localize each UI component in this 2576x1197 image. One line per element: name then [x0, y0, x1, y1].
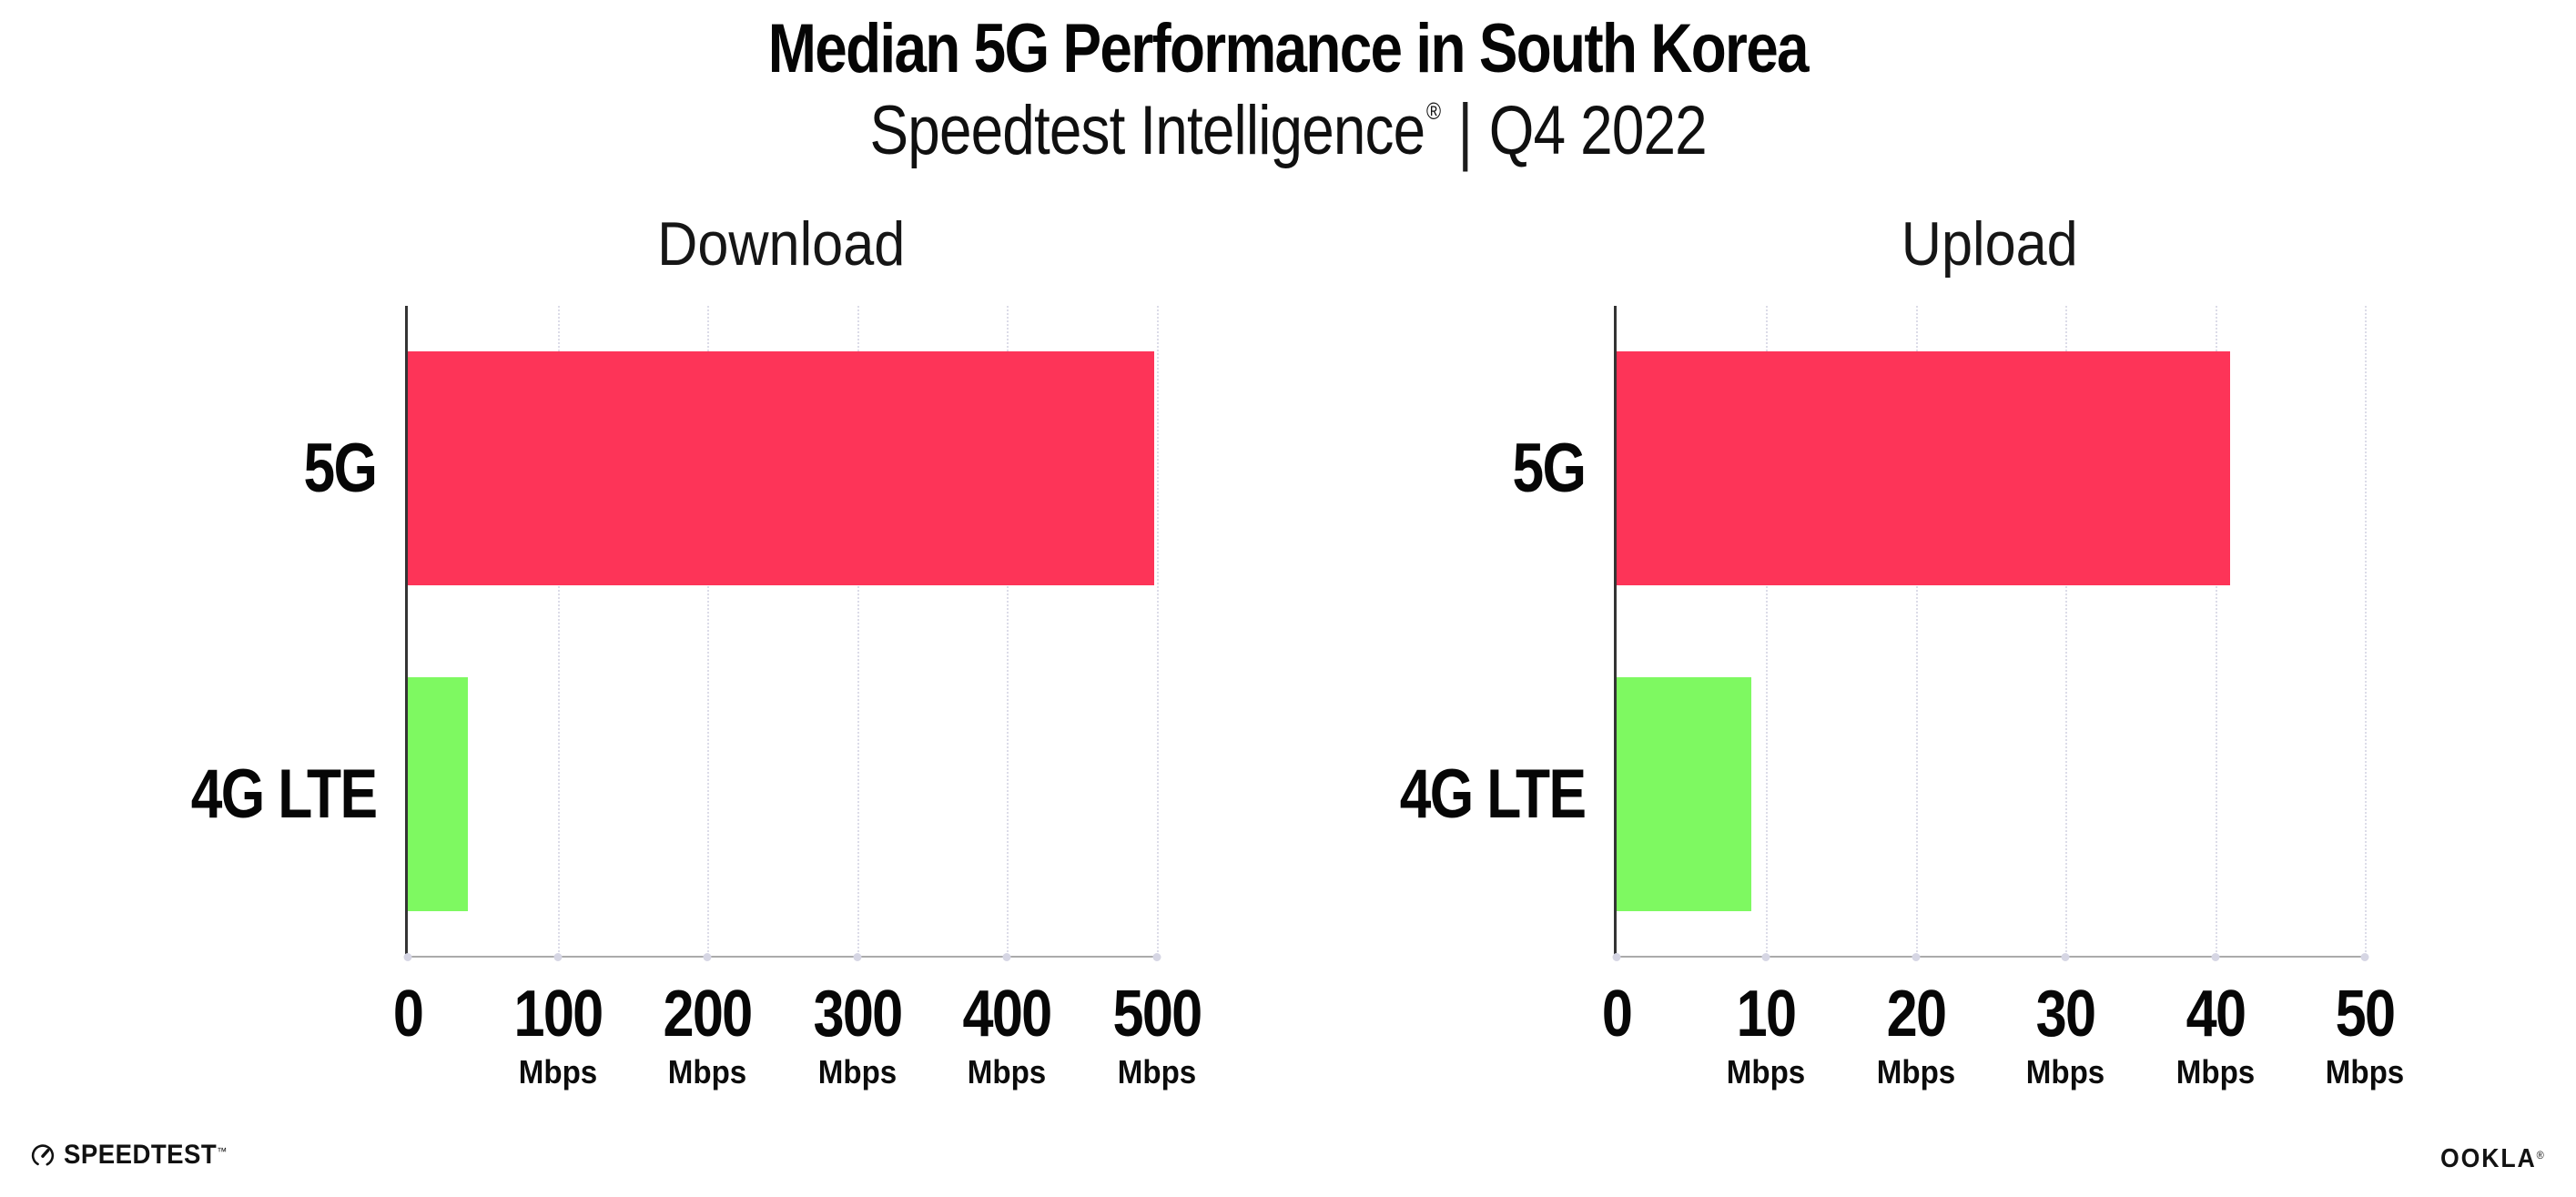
x-tick-500: 500 Mbps	[1105, 981, 1209, 1089]
x-tick-40: 40 Mbps	[2173, 981, 2258, 1089]
plot-area: 0 100 Mbps 200 Mbps 300 Mbps 400 Mbps 500 Mbps 5G 4G…	[190, 306, 1202, 1089]
axis-tick-dot-400	[1002, 953, 1011, 961]
x-tick-value: 500	[1112, 978, 1202, 1050]
gridline-30	[2065, 306, 2068, 956]
bar-5g	[1617, 351, 2231, 585]
subtitle-brand: Speedtest Intelligence	[869, 92, 1425, 169]
x-tick-200: 200 Mbps	[655, 981, 759, 1089]
x-tick-value: 200	[663, 978, 754, 1050]
gridline-300	[857, 306, 859, 956]
ookla-logo: OOKLA®	[2440, 1144, 2546, 1174]
speedtest-wordmark: SPEEDTEST™	[64, 1140, 228, 1170]
subtitle-divider: |	[1457, 88, 1473, 173]
page-subtitle: Speedtest Intelligence® | Q4 2022	[0, 88, 2576, 173]
x-tick-unit: Mbps	[817, 1053, 898, 1090]
axis-tick-dot-50	[2360, 953, 2369, 961]
plot-area: 0 10 Mbps 20 Mbps 30 Mbps 40 Mbps 50 Mbps 5G 4G LTE	[1399, 306, 2404, 1089]
gridline-100	[557, 306, 560, 956]
gridline-40	[2215, 306, 2217, 956]
speedtest-logo: SPEEDTEST™	[30, 1140, 241, 1171]
x-tick-100: 100 Mbps	[506, 981, 610, 1089]
x-tick-30: 30 Mbps	[2023, 981, 2108, 1089]
axis-tick-dot-500	[1152, 953, 1161, 961]
bar-5g	[408, 351, 1154, 585]
gridline-10	[1766, 306, 1769, 956]
x-tick-300: 300 Mbps	[806, 981, 909, 1089]
x-tick-value: 100	[513, 978, 603, 1050]
category-label-4g-lte: 4G LTE	[190, 755, 377, 833]
axis-tick-dot-200	[703, 953, 712, 961]
gridline-500	[1157, 306, 1159, 956]
x-tick-20: 20 Mbps	[1873, 981, 1959, 1089]
chart-download: Download 0 100 Mbps 200 Mbps 300 Mbps 400 Mbps 50…	[190, 213, 1202, 1089]
chart-title-text: Upload	[1901, 209, 2078, 279]
axis-tick-dot-20	[1912, 953, 1921, 961]
x-tick-value: 10	[1737, 978, 1797, 1050]
x-tick-unit: Mbps	[968, 1053, 1047, 1090]
x-tick-unit: Mbps	[2175, 1053, 2255, 1090]
axis-tick-dot-300	[853, 953, 862, 961]
category-label-4g-lte: 4G LTE	[1399, 755, 1586, 833]
gridline-20	[1915, 306, 1918, 956]
x-tick-unit: Mbps	[2325, 1053, 2405, 1090]
x-tick-unit: Mbps	[518, 1053, 597, 1090]
page-title: Median 5G Performance in South Korea	[0, 15, 2576, 84]
x-tick-value: 40	[2186, 978, 2246, 1050]
x-tick-value: 300	[813, 978, 903, 1050]
chart-title-text: Download	[656, 209, 906, 279]
x-tick-value: 400	[962, 978, 1053, 1050]
category-label-5g: 5G	[303, 429, 378, 507]
gridline-400	[1007, 306, 1009, 956]
x-tick-value: 0	[1601, 978, 1633, 1050]
x-tick-unit: Mbps	[1876, 1053, 1956, 1090]
subtitle-period: Q4 2022	[1488, 92, 1708, 169]
x-tick-0: 0	[1599, 981, 1634, 1047]
registered-icon: ®	[2537, 1149, 2546, 1161]
x-tick-400: 400 Mbps	[955, 981, 1059, 1089]
axis-tick-dot-0	[403, 953, 412, 961]
chart-upload: Upload 0 10 Mbps 20 Mbps 30 Mbps 40 Mbps 50 Mbps 5G…	[1399, 213, 2404, 1089]
axis-tick-dot-100	[553, 953, 563, 961]
category-label-5g: 5G	[1512, 429, 1587, 507]
speedtest-gauge-icon	[31, 1144, 55, 1167]
chart-title: Download	[405, 213, 1157, 275]
axis-tick-dot-40	[2211, 953, 2220, 961]
ookla-wordmark: OOKLA	[2440, 1144, 2538, 1173]
x-tick-unit: Mbps	[2025, 1053, 2105, 1090]
x-tick-value: 50	[2335, 978, 2396, 1050]
x-tick-50: 50 Mbps	[2322, 981, 2408, 1089]
x-tick-unit: Mbps	[1117, 1053, 1197, 1090]
registered-trademark-icon: ®	[1425, 97, 1441, 125]
axis-tick-dot-0	[1612, 953, 1621, 961]
x-tick-unit: Mbps	[1727, 1053, 1806, 1090]
axis-tick-dot-10	[1761, 953, 1770, 961]
x-tick-unit: Mbps	[667, 1053, 747, 1090]
x-tick-0: 0	[390, 981, 425, 1047]
gridline-50	[2365, 306, 2367, 956]
chart-title: Upload	[1614, 213, 2365, 275]
x-tick-value: 30	[2035, 978, 2096, 1050]
gridline-200	[707, 306, 710, 956]
x-tick-value: 20	[1886, 978, 1946, 1050]
axis-tick-dot-30	[2061, 953, 2070, 961]
bar-4g-lte	[1617, 677, 1751, 911]
page-title-text: Median 5G Performance in South Korea	[767, 10, 1810, 87]
trademark-icon: ™	[217, 1145, 228, 1158]
x-tick-value: 0	[392, 978, 424, 1050]
bar-4g-lte	[408, 677, 468, 911]
x-tick-10: 10 Mbps	[1723, 981, 1809, 1089]
